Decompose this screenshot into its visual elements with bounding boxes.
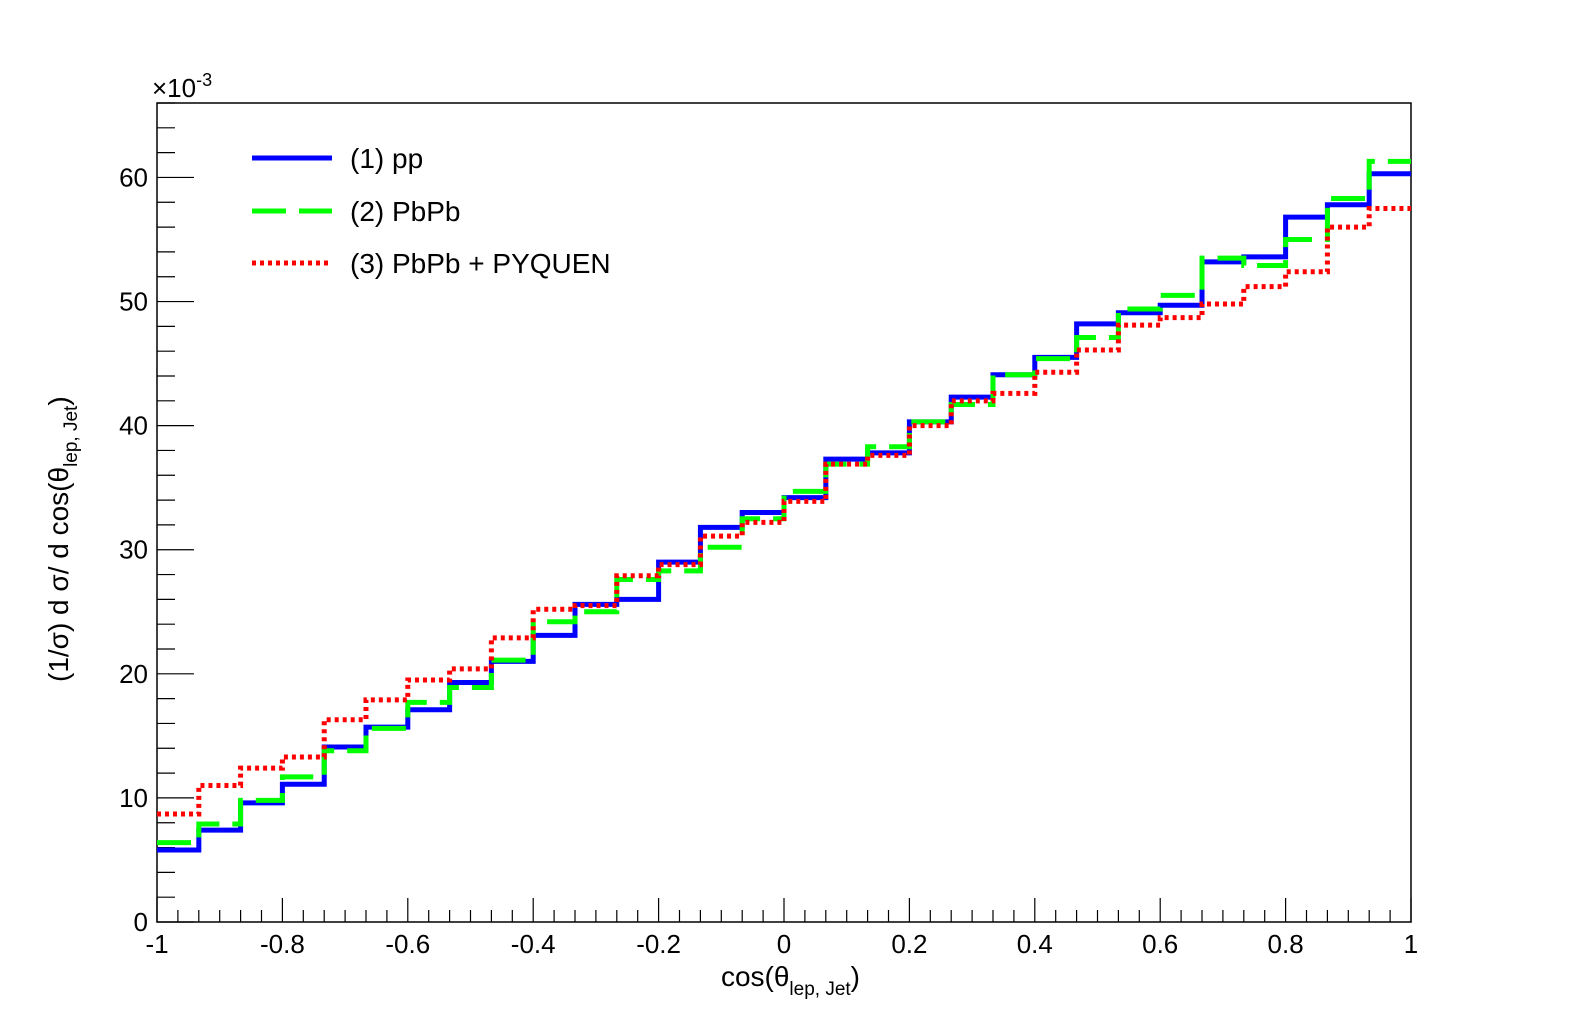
legend: (1) pp (2) PbPb (3) PbPb + PYQUEN: [252, 143, 611, 279]
series-line-2: [157, 158, 1411, 846]
x-tick-label: 0: [777, 929, 791, 959]
y-tick-label: 40: [119, 411, 148, 441]
legend-label-2: (2) PbPb: [350, 196, 461, 227]
y-tick-label: 30: [119, 535, 148, 565]
x-tick-label: 0.6: [1142, 929, 1178, 959]
x-axis-label-sub: lep, Jet: [789, 979, 851, 1000]
x-tick-label: 0.2: [891, 929, 927, 959]
x-axis-label-close: ): [851, 961, 860, 992]
y-tick-label: 50: [119, 287, 148, 317]
x-tick-label: 0.4: [1017, 929, 1053, 959]
y-axis: 0 10 20 30 40 50 60: [119, 102, 194, 937]
y-tick-label: 60: [119, 162, 148, 192]
x-axis-label: cos(θlep, Jet): [721, 961, 860, 1000]
legend-label-3: (3) PbPb + PYQUEN: [350, 248, 611, 279]
y-axis-label-sub: lep, Jet: [61, 405, 82, 467]
series-layer: [157, 158, 1411, 853]
x-tick-label: -1: [145, 929, 168, 959]
y-tick-label: 10: [119, 783, 148, 813]
x-tick-label: -0.4: [511, 929, 556, 959]
x-tick-label: 0.8: [1268, 929, 1304, 959]
x-axis: -1 -0.8 -0.6 -0.4 -0.2 0 0.2 0.4 0.6 0.8 1: [145, 898, 1418, 959]
x-tick-label: 1: [1404, 929, 1418, 959]
series-line-3: [157, 205, 1411, 817]
y-multiplier: ×10-3: [152, 70, 212, 103]
y-axis-label: (1/σ) d σ/ d cos(θlep, Jet): [43, 396, 82, 682]
y-multiplier-exp: -3: [196, 70, 212, 90]
y-tick-label: 0: [134, 907, 148, 937]
x-axis-label-main: cos(θ: [721, 961, 789, 992]
x-tick-label: -0.8: [260, 929, 305, 959]
y-axis-label-main: (1/σ) d σ/ d cos(θ: [43, 467, 74, 682]
legend-label-1: (1) pp: [350, 143, 423, 174]
x-tick-label: -0.6: [385, 929, 430, 959]
y-tick-label: 20: [119, 659, 148, 689]
y-multiplier-base: ×10: [152, 73, 196, 103]
x-tick-label: -0.2: [636, 929, 681, 959]
y-axis-label-close: ): [43, 396, 74, 405]
